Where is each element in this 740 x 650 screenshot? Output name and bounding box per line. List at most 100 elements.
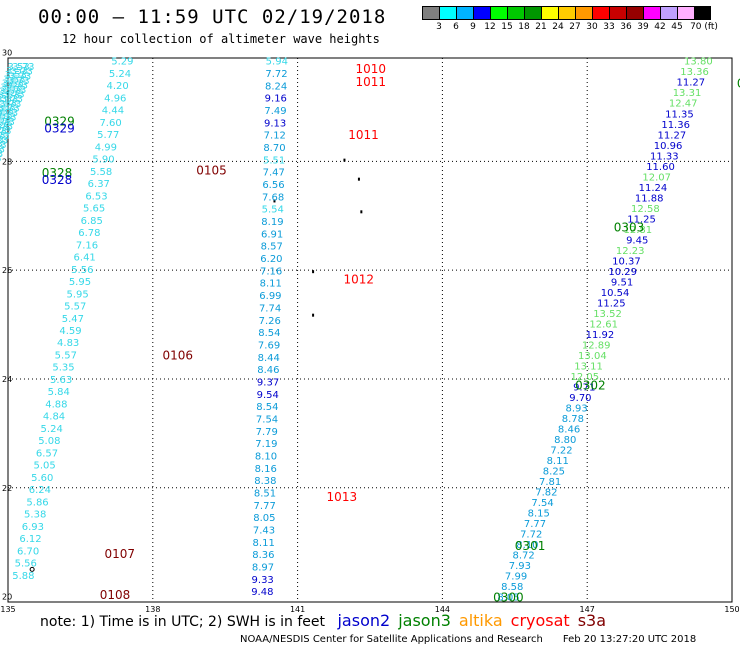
wave-height-value: 8.46: [257, 365, 279, 376]
wave-height-value: 3.73: [0, 122, 13, 133]
wave-height-value: 11.60: [646, 162, 675, 173]
wave-height-value: 7.12: [264, 131, 286, 142]
wave-height-value: 3.73: [0, 145, 5, 156]
wave-height-value: 8.16: [255, 464, 277, 475]
color-scale-label: 36: [620, 22, 632, 32]
wave-height-value: 3.53: [0, 131, 6, 142]
wave-height-value: 7.93: [509, 561, 531, 572]
wave-height-value: 12.81: [623, 225, 652, 236]
wave-height-value: 3.53: [7, 62, 29, 73]
wave-height-value: 3.53: [5, 70, 27, 81]
wave-height-value: 8.10: [255, 451, 277, 462]
wave-height-value: 5.90: [92, 155, 114, 166]
island-speck: [273, 199, 276, 203]
wave-height-value: 5.05: [33, 461, 55, 472]
color-scale-swatch: [507, 6, 524, 20]
pass-time-label: 0304: [737, 76, 740, 90]
wave-height-value: 13.11: [574, 361, 603, 372]
lat-tick-label: 28: [2, 157, 12, 166]
wave-height-value: 8.05: [253, 513, 275, 524]
wave-height-value: 5.57: [64, 302, 86, 313]
color-scale-label: 24: [552, 22, 564, 32]
wave-height-value: 7.77: [524, 519, 546, 530]
wave-height-value: 5.35: [52, 363, 74, 374]
wave-height-value: 13.31: [673, 88, 702, 99]
color-scale-label: 70 (ft): [690, 22, 718, 32]
wave-height-value: 4.88: [45, 399, 67, 410]
pass-time-label: 0107: [105, 547, 136, 561]
wave-height-value: 5.77: [97, 130, 119, 141]
wave-height-value: 8.11: [547, 456, 569, 467]
color-scale-swatch: [541, 6, 558, 20]
wave-height-value: 9.71: [573, 382, 595, 393]
wave-height-value: 9.70: [569, 393, 591, 404]
wave-height-value: 12.89: [582, 340, 611, 351]
wave-height-value: 10.96: [654, 141, 683, 152]
satellite-legend: jason2 jason3 altika cryosat s3a: [337, 611, 614, 630]
color-scale-swatch: [609, 6, 626, 20]
wave-height-value: 5.95: [69, 277, 91, 288]
wave-height-value: 8.05: [497, 593, 519, 604]
wave-height-value: 5.38: [24, 510, 46, 521]
wave-height-value: 3.73: [0, 140, 7, 151]
wave-height-value: 7.77: [254, 501, 276, 512]
wave-height-value: 5.95: [66, 289, 88, 300]
wave-height-value: 3.53: [0, 82, 22, 93]
wave-height-value: 13.52: [593, 309, 622, 320]
wave-height-value: 13.80: [684, 57, 713, 68]
color-scale-swatch: [490, 6, 507, 20]
wave-height-value: 3.53: [0, 119, 10, 130]
wave-height-value: 8.11: [253, 538, 275, 549]
color-scale-swatch: [575, 6, 592, 20]
lat-tick-label: 22: [2, 484, 12, 493]
wave-height-value: 7.16: [76, 240, 98, 251]
wave-height-value: 5.63: [50, 375, 72, 386]
legend-cryosat: cryosat: [510, 611, 570, 630]
wave-height-value: 7.47: [263, 168, 285, 179]
wave-height-value: 8.54: [256, 402, 278, 413]
pass-time-label: 0302: [575, 378, 606, 392]
wave-height-value: 3.73: [7, 76, 29, 87]
wave-height-value: 6.93: [22, 522, 44, 533]
wave-height-value: 10.29: [608, 267, 637, 278]
wave-height-value: 3.53: [0, 107, 14, 118]
wave-height-value: 3.53: [0, 127, 7, 138]
wave-height-value: 7.74: [259, 303, 281, 314]
wave-height-value: 3.53: [0, 111, 13, 122]
pass-time-label: 0108: [100, 588, 131, 602]
color-scale-swatch: [524, 6, 541, 20]
wave-height-value: 8.80: [554, 435, 576, 446]
wave-height-value: 5.51: [263, 155, 285, 166]
color-scale-swatch: [473, 6, 490, 20]
wave-height-value: 3.73: [0, 131, 10, 142]
wave-height-value: 6.78: [78, 228, 100, 239]
pass-time-label: 1012: [343, 272, 374, 286]
color-scale-legend: 3 6 9 12 15 18 21 24 27 30 33 36 39 42 45 70 (ft): [422, 6, 718, 34]
wave-height-value: 6.85: [81, 216, 103, 227]
wave-height-value: 3.73: [0, 126, 12, 137]
wave-height-value: 8.46: [558, 424, 580, 435]
wave-height-value: 7.72: [265, 69, 287, 80]
wave-height-value: 3.53: [0, 135, 4, 146]
wave-height-value: 5.24: [109, 69, 131, 80]
wave-height-value: 4.44: [102, 106, 124, 117]
wave-height-value: 4.83: [57, 338, 79, 349]
wave-height-value: 6.20: [260, 254, 282, 265]
pass-time-label: 0303: [614, 221, 645, 235]
lon-tick-label: 138: [145, 605, 160, 614]
wave-height-value: 3.53: [0, 90, 20, 101]
wave-height-value: 12.58: [631, 204, 660, 215]
wave-height-value: 11.24: [639, 183, 668, 194]
color-scale-swatch: [694, 6, 711, 20]
credit-text: NOAA/NESDIS Center for Satellite Applica…: [240, 634, 543, 645]
legend-altika: altika: [458, 611, 503, 630]
wave-height-value: 3.73: [2, 90, 24, 101]
island-speck: [312, 270, 315, 274]
wave-height-value: 3.73: [0, 154, 2, 165]
wave-height-value: 9.48: [251, 587, 273, 598]
legend-s3a: s3a: [577, 611, 607, 630]
wave-height-value: 6.70: [17, 546, 39, 557]
legend-jason3: jason3: [398, 611, 451, 630]
wave-height-value: 5.60: [31, 473, 53, 484]
wave-height-value: 8.44: [258, 353, 280, 364]
